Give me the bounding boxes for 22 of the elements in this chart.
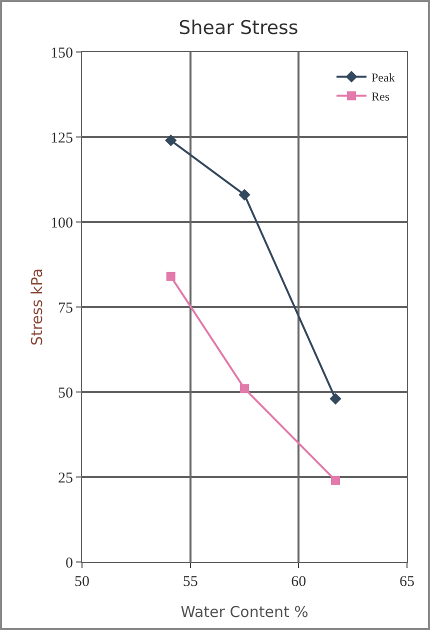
y-tick-label: 125 — [50, 130, 73, 146]
point — [240, 384, 249, 394]
legend-label: Res — [372, 89, 390, 104]
point — [330, 392, 342, 405]
y-tick-label: 100 — [50, 215, 73, 232]
y-tick-label: 50 — [58, 385, 73, 402]
x-tick-label: 65 — [400, 574, 414, 590]
point — [166, 272, 176, 281]
x-tick-label: 55 — [182, 574, 198, 590]
x-axis-title: Water Content % — [180, 603, 308, 621]
y-tick-label: 75 — [58, 300, 73, 316]
y-tick-label: 25 — [58, 470, 73, 486]
y-tick-label: 150 — [50, 45, 73, 62]
x-tick-label: 50 — [74, 574, 90, 590]
point — [238, 188, 250, 201]
chart-title: Shear Stress — [178, 17, 298, 40]
y-tick-label: 0 — [66, 555, 73, 572]
x-tick-label: 60 — [291, 574, 306, 590]
point — [331, 476, 340, 485]
y-axis-title: Stress kPa — [28, 268, 46, 346]
legend-label: Peak — [372, 70, 395, 84]
point — [164, 134, 177, 146]
